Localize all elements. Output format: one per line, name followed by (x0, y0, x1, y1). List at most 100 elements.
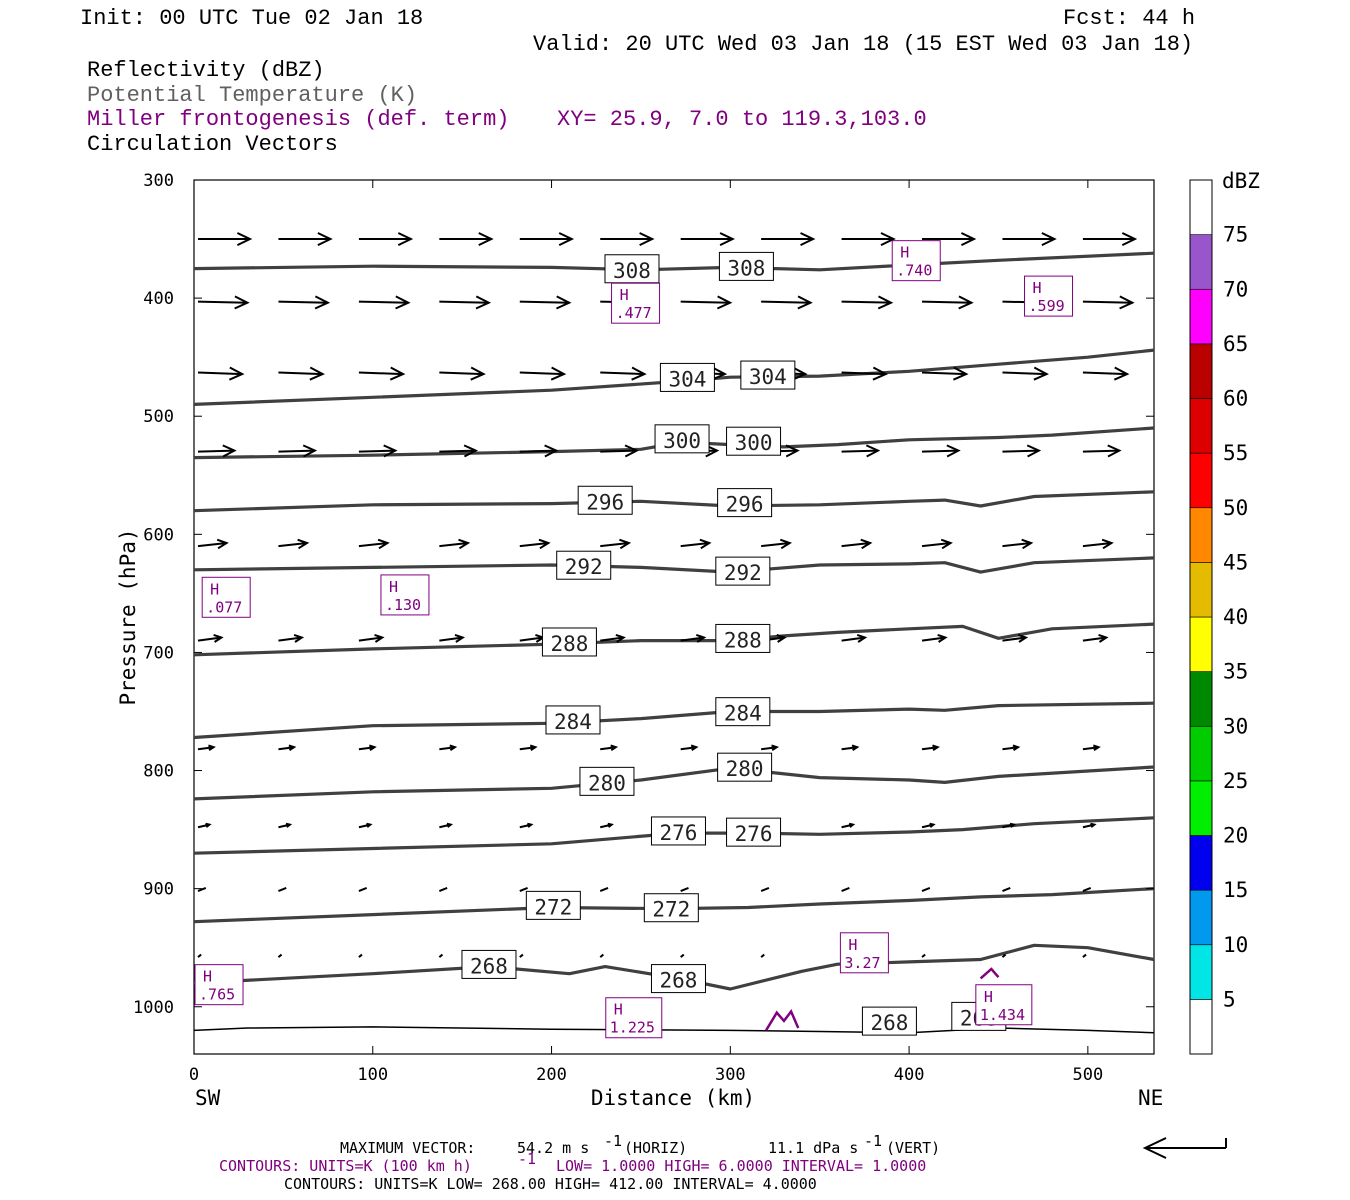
circulation-vector (1082, 744, 1101, 752)
colorbar-label: 10 (1223, 933, 1248, 957)
y-tick-label: 800 (143, 762, 174, 782)
theta-label-box (717, 752, 773, 782)
x-right-end-label: NE (1138, 1086, 1163, 1110)
circulation-vector (600, 538, 632, 550)
theta-label-box (577, 485, 633, 515)
circulation-vector (278, 295, 331, 310)
theta-label: 288 (724, 628, 762, 652)
theta-contour-308 (193, 251, 1155, 272)
circulation-vector (1082, 886, 1092, 892)
x-tick-label: 300 (715, 1065, 746, 1085)
circulation-vector (921, 366, 969, 381)
circulation-vector (1002, 366, 1049, 381)
circulation-vector (278, 822, 293, 829)
theta-label-box (715, 623, 771, 653)
colorbar-label: 55 (1223, 441, 1248, 465)
lowest-theta-contour (193, 1026, 1155, 1034)
frontogenesis-max-value: 3.27 (844, 954, 880, 972)
colorbar-label: 35 (1223, 660, 1248, 684)
x-tick-label: 0 (189, 1065, 199, 1085)
y-axis-label: Pressure (hPa) (116, 528, 140, 705)
frontogenesis-max-box (975, 984, 1033, 1026)
theta-label: 296 (586, 490, 624, 514)
circulation-vector (278, 886, 287, 892)
reflectivity-colorbar: 5 10 15 20 25 30 35 40 45 50 55 60 65 70 75 (1189, 179, 1248, 1055)
theta-label: 272 (652, 898, 690, 922)
theta-label: 304 (749, 365, 787, 389)
colorbar-label: 15 (1223, 878, 1248, 902)
circulation-vector (277, 953, 283, 958)
theta-labels-layer: 308 308 304 304 300 300 296 296 292 292 288 288 284 2… (461, 251, 1007, 1036)
theta-contour-272 (193, 887, 1155, 924)
circulation-vector (519, 953, 524, 958)
circulation-vector (922, 295, 974, 310)
frontogenesis-max: H.599 (1024, 275, 1074, 317)
theta-label-box (461, 949, 517, 979)
theta-contour-288 (193, 622, 1155, 657)
circulation-vector (438, 886, 448, 892)
circulation-vector (197, 822, 212, 829)
init-time: Init: 00 UTC Tue 02 Jan 18 (80, 6, 423, 31)
circulation-vector (439, 295, 492, 310)
colorbar-segment (1189, 835, 1213, 891)
frontogenesis-max: H1.225 (605, 997, 663, 1039)
theta-contour-284 (193, 701, 1155, 740)
circulation-vector (1002, 744, 1021, 752)
circulation-vector (841, 538, 873, 550)
colorbar-label: 65 (1223, 332, 1248, 356)
colorbar-segment (1189, 288, 1213, 345)
colorbar-label: 60 (1223, 387, 1248, 411)
theta-label: 288 (550, 632, 588, 656)
colorbar-segment (1189, 343, 1213, 399)
circulation-vector (922, 232, 977, 247)
theta-label-box (654, 424, 710, 454)
circulation-vector (1002, 633, 1029, 643)
circulation-vector (680, 232, 735, 247)
circulation-vector (519, 822, 534, 829)
theta-label: 284 (554, 710, 592, 734)
theta-label-box (556, 550, 612, 580)
circulation-vector (519, 295, 572, 310)
circulation-vector (1002, 444, 1042, 458)
frontogenesis-max-box (1024, 275, 1074, 317)
max-vector-horizontal: 54.2 m s (517, 1139, 589, 1157)
y-tick-label: 600 (143, 525, 174, 545)
circulation-vector (599, 886, 609, 892)
circulation-vector (439, 444, 479, 458)
circulation-vector (761, 232, 816, 247)
circulation-vector (519, 744, 538, 752)
circulation-vector (439, 366, 486, 381)
circulation-vector (358, 232, 414, 247)
frontogenesis-max-symbol: H (210, 580, 219, 598)
theta-label-box (715, 697, 771, 727)
frontogenesis-max: H.477 (611, 282, 661, 324)
y-tick-label: 500 (143, 407, 174, 427)
theta-label-box (740, 360, 796, 390)
circulation-vector (761, 295, 813, 310)
theta-label-box (715, 556, 771, 586)
forecast-hour: Fcst: 44 h (1063, 6, 1195, 31)
theta-label: 296 (726, 493, 764, 517)
y-tick-label: 700 (143, 643, 174, 663)
circulation-vector (358, 538, 390, 550)
plot-frame (193, 179, 1155, 1055)
theta-label: 276 (660, 821, 698, 845)
x-tick-label: 100 (357, 1065, 388, 1085)
circulation-vector (439, 633, 466, 643)
frontogenesis-max-symbol: H (900, 244, 909, 262)
theta-label: 304 (668, 367, 706, 391)
circulation-vector (1002, 822, 1017, 829)
circulation-vector (278, 366, 325, 381)
frontogenesis-max: H1.434 (975, 984, 1033, 1026)
circulation-vector (1001, 953, 1007, 958)
circulation-vector (439, 822, 454, 829)
colorbar-segment (1189, 234, 1213, 290)
circulation-vector (921, 953, 926, 958)
circulation-vector (1082, 232, 1138, 247)
circulation-vector (600, 822, 614, 829)
theta-label: 268 (660, 969, 698, 993)
circulation-vector (439, 538, 471, 550)
colorbar-label: 30 (1223, 714, 1248, 738)
frontogenesis-max-box (380, 574, 430, 616)
valid-time: Valid: 20 UTC Wed 03 Jan 18 (15 EST Wed … (533, 32, 1193, 57)
